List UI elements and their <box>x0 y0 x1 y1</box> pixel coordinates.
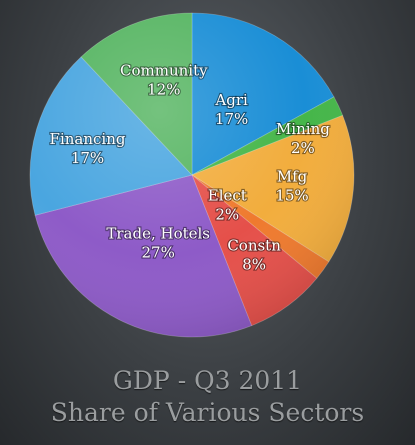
slice-name: Community <box>120 62 208 80</box>
slice-name: Mining <box>276 120 330 138</box>
slice-name: Elect <box>208 187 247 205</box>
slice-label-financing: Financing 17% <box>50 130 126 167</box>
slice-percent: 15% <box>275 187 308 205</box>
pie-labels: Agri 17%Mining 2%Mfg 15%Elect 2%Constn 8%Trad… <box>48 60 331 274</box>
slice-label-agri: Agri 17% <box>214 91 248 128</box>
slice-percent: 17% <box>215 110 248 128</box>
slice-label-constn: Constn 8% <box>227 237 281 274</box>
slice-percent: 17% <box>71 149 104 167</box>
slice-name: Mfg <box>277 168 308 186</box>
slice-percent: 8% <box>242 256 266 274</box>
chart-subtitle: Share of Various Sectors <box>50 398 365 427</box>
slice-percent: 27% <box>142 243 175 261</box>
slice-percent: 2% <box>215 206 239 224</box>
slice-name: Financing <box>50 130 126 148</box>
slice-name: Trade, Hotels <box>106 224 210 242</box>
slice-label-community: Community 12% <box>120 62 208 99</box>
slice-label-mfg: Mfg 15% <box>275 168 308 205</box>
slice-name: Agri <box>214 91 248 109</box>
slice-label-trade-hotels: Trade, Hotels 27% <box>106 224 210 261</box>
slice-percent: 12% <box>147 81 180 99</box>
slice-percent: 2% <box>291 139 315 157</box>
slice-label-mining: Mining 2% <box>276 120 330 157</box>
chart-title: GDP - Q3 2011 <box>112 366 303 395</box>
slice-label-elect: Elect 2% <box>208 187 247 224</box>
slice-name: Constn <box>227 237 281 255</box>
